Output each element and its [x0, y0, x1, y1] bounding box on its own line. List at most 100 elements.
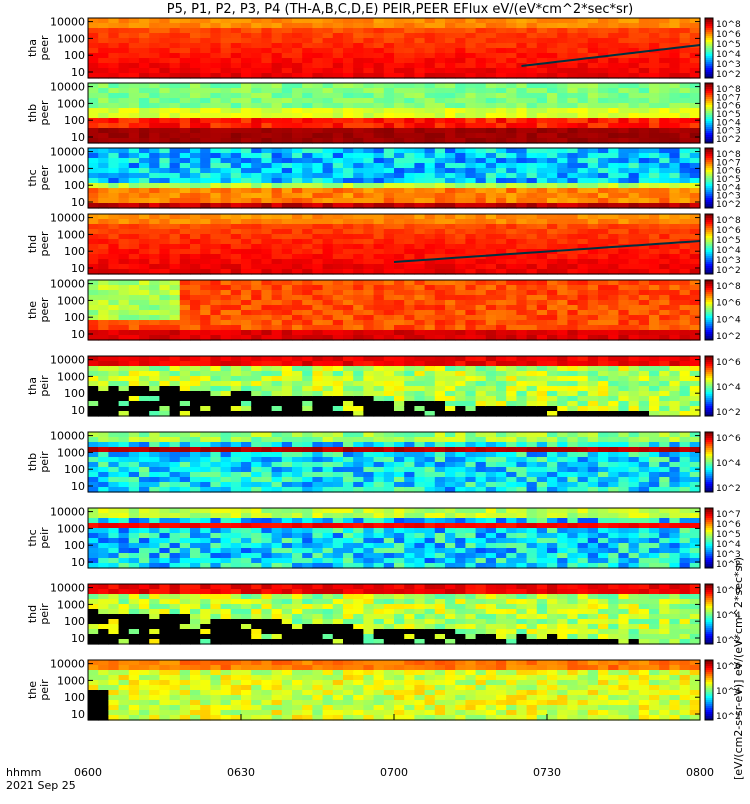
heatmap-cell: [363, 193, 374, 199]
heatmap-cell: [465, 356, 476, 362]
heatmap-cell: [190, 178, 201, 184]
y-tick-label: 100: [64, 179, 85, 192]
heatmap-cell: [680, 391, 691, 397]
heatmap-cell: [241, 259, 252, 265]
heatmap-cell: [465, 361, 476, 367]
heatmap-cell: [374, 300, 385, 306]
heatmap-cell: [547, 259, 558, 265]
heatmap-cell: [261, 467, 272, 473]
heatmap-cell: [180, 320, 191, 326]
y-tick-label: 10000: [50, 16, 85, 29]
heatmap-cell: [292, 310, 303, 316]
heatmap-cell: [618, 68, 629, 74]
heatmap-cell: [669, 249, 680, 255]
heatmap-cell: [149, 68, 160, 74]
heatmap-cell: [537, 310, 548, 316]
heatmap-cell: [221, 285, 232, 291]
heatmap-cell: [119, 28, 130, 34]
heatmap-cell: [333, 457, 344, 463]
heatmap-cell: [659, 153, 670, 159]
heatmap-cell: [506, 300, 517, 306]
heatmap-cell: [476, 193, 487, 199]
heatmap-cell: [98, 188, 109, 194]
heatmap-cell: [159, 371, 170, 377]
heatmap-cell: [435, 239, 446, 245]
heatmap-cell: [159, 178, 170, 184]
heatmap-cell: [180, 472, 191, 478]
heatmap-cell: [119, 108, 130, 114]
heatmap-cell: [251, 118, 262, 124]
heatmap-cell: [333, 406, 344, 412]
heatmap-cell: [159, 290, 170, 296]
heatmap-cell: [221, 133, 232, 139]
heatmap-cell: [88, 310, 99, 316]
heatmap-cell: [425, 290, 436, 296]
heatmap-cell: [343, 158, 354, 164]
heatmap-cell: [639, 98, 650, 104]
heatmap-cell: [190, 310, 201, 316]
heatmap-cell: [384, 123, 395, 129]
heatmap-cell: [537, 33, 548, 39]
heatmap-cell: [384, 63, 395, 69]
heatmap-cell: [98, 193, 109, 199]
heatmap-cell: [292, 437, 303, 443]
heatmap-cell: [414, 18, 425, 24]
heatmap-cell: [618, 366, 629, 372]
heatmap-cell: [282, 264, 293, 270]
heatmap-cell: [170, 432, 181, 438]
heatmap-cell: [302, 224, 313, 230]
heatmap-cell: [598, 249, 609, 255]
heatmap-cell: [629, 98, 640, 104]
heatmap-cell: [119, 396, 130, 402]
heatmap-cell: [190, 229, 201, 235]
heatmap-cell: [129, 148, 140, 154]
heatmap-cell: [598, 38, 609, 44]
heatmap-cell: [292, 295, 303, 301]
heatmap-cell: [516, 330, 527, 336]
heatmap-cell: [567, 366, 578, 372]
heatmap-cell: [649, 315, 660, 321]
heatmap-cell: [567, 88, 578, 94]
heatmap-cell: [578, 295, 589, 301]
heatmap-cell: [261, 477, 272, 483]
heatmap-cell: [629, 198, 640, 204]
heatmap-cell: [200, 452, 211, 458]
heatmap-cell: [221, 183, 232, 189]
heatmap-cell: [241, 477, 252, 483]
heatmap-cell: [690, 173, 701, 179]
heatmap-cell: [476, 356, 487, 362]
heatmap-cell: [231, 325, 242, 331]
heatmap-cell: [190, 457, 201, 463]
heatmap-cell: [414, 63, 425, 69]
heatmap-cell: [445, 93, 456, 99]
heatmap-cell: [506, 259, 517, 265]
heatmap-cell: [680, 366, 691, 372]
heatmap-cell: [506, 290, 517, 296]
heatmap-cell: [88, 58, 99, 64]
heatmap-cell: [486, 396, 497, 402]
heatmap-cell: [159, 198, 170, 204]
heatmap-cell: [567, 229, 578, 235]
heatmap-cell: [149, 264, 160, 270]
heatmap-cell: [669, 33, 680, 39]
heatmap-cell: [363, 300, 374, 306]
heatmap-cell: [394, 396, 405, 402]
heatmap-cell: [527, 118, 538, 124]
heatmap-cell: [527, 234, 538, 240]
heatmap-cell: [506, 123, 517, 129]
heatmap-cell: [506, 224, 517, 230]
heatmap-cell: [455, 285, 466, 291]
heatmap-cell: [302, 38, 313, 44]
heatmap-cell: [445, 361, 456, 367]
heatmap-cell: [88, 219, 99, 225]
heatmap-cell: [537, 183, 548, 189]
heatmap-cell: [139, 198, 150, 204]
heatmap-cell: [88, 467, 99, 473]
heatmap-cell: [312, 123, 323, 129]
heatmap-cell: [659, 188, 670, 194]
heatmap-cell: [200, 168, 211, 174]
heatmap-cell: [578, 371, 589, 377]
heatmap-cell: [414, 214, 425, 220]
heatmap-cell: [333, 148, 344, 154]
heatmap-cell: [496, 356, 507, 362]
